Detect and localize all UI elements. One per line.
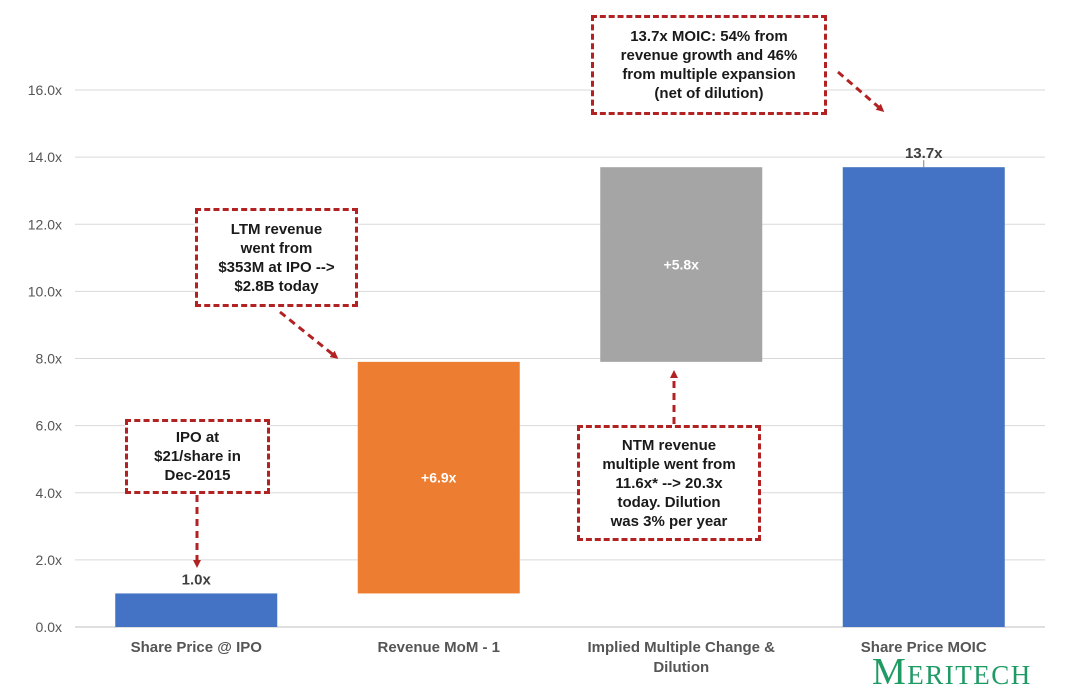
y-tick-label: 16.0x xyxy=(28,82,62,98)
ltm-callout: LTM revenue went from $353M at IPO --> $… xyxy=(195,208,358,307)
bar-value-label: +6.9x xyxy=(421,470,457,486)
ltm-arrow xyxy=(279,310,339,359)
bar-value-label: 1.0x xyxy=(182,571,212,588)
ipo-callout: IPO at $21/share in Dec-2015 xyxy=(125,419,270,494)
moic-arrow xyxy=(837,70,885,112)
y-tick-label: 8.0x xyxy=(36,351,62,367)
y-tick-label: 4.0x xyxy=(36,485,62,501)
ntm-callout: NTM revenue multiple went from 11.6x* --… xyxy=(577,425,761,541)
bar-value-label: 13.7x xyxy=(905,145,943,162)
moic-callout: 13.7x MOIC: 54% from revenue growth and … xyxy=(591,15,827,115)
y-tick-label: 12.0x xyxy=(28,216,62,232)
x-category-label: Share Price MOIC xyxy=(861,639,987,656)
x-category-label: Revenue MoM - 1 xyxy=(377,639,500,656)
bar-1 xyxy=(357,361,520,594)
x-category-label: Share Price @ IPO xyxy=(131,639,263,656)
y-tick-label: 10.0x xyxy=(28,283,62,299)
y-tick-label: 6.0x xyxy=(36,418,62,434)
y-tick-label: 0.0x xyxy=(36,619,62,635)
bar-2 xyxy=(600,167,763,362)
bar-3 xyxy=(842,167,1005,627)
meritech-logo: MERITECH xyxy=(872,651,1032,693)
y-tick-label: 2.0x xyxy=(36,552,62,568)
bar-0 xyxy=(115,593,278,627)
x-category-label: Implied Multiple Change & xyxy=(587,639,775,656)
x-category-label: Dilution xyxy=(653,659,709,676)
y-tick-label: 14.0x xyxy=(28,149,62,165)
bar-value-label: +5.8x xyxy=(664,257,700,273)
